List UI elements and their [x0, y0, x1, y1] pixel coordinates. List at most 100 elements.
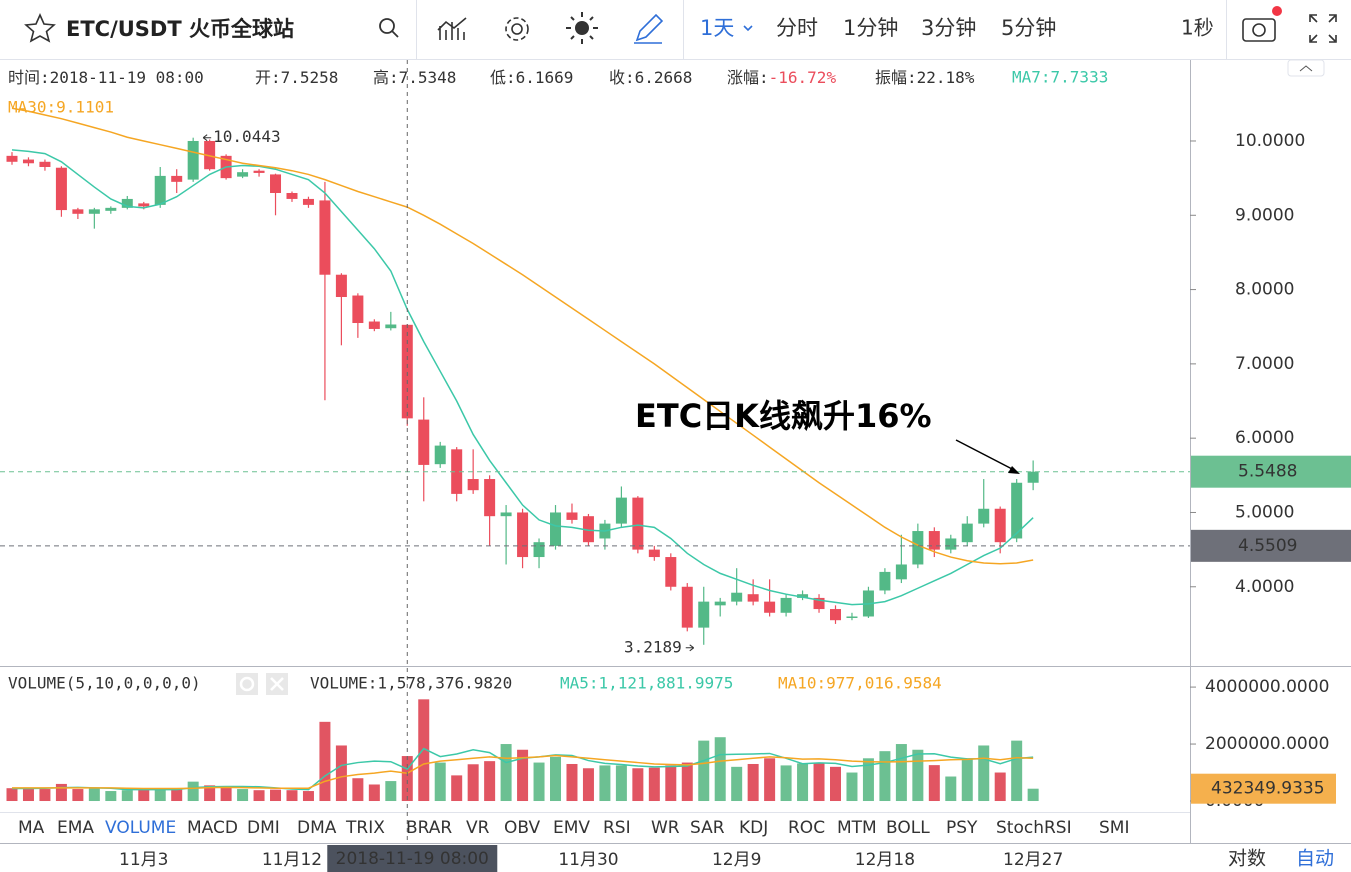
volume-bar [764, 758, 776, 802]
interval[interactable]: 5分钟 [1001, 16, 1056, 40]
candle-body [665, 557, 677, 587]
volume-bar [418, 699, 430, 802]
indicator-tab[interactable]: BOLL [886, 818, 930, 838]
interval[interactable]: 1分钟 [843, 16, 898, 40]
info-label: 高: [373, 68, 399, 87]
indicator-tab[interactable]: StochRSI [996, 818, 1072, 838]
indicators-icon[interactable] [437, 17, 467, 40]
indicator-tab[interactable]: TRIX [345, 818, 385, 838]
indicator-tab[interactable]: MTM [837, 818, 877, 838]
indicator-tab[interactable]: BRAR [406, 818, 452, 838]
candle-body [484, 479, 496, 517]
candle-body [895, 564, 907, 580]
indicator-tab[interactable]: OBV [504, 818, 541, 838]
indicator-tab[interactable]: SMI [1099, 818, 1129, 838]
candle-body [105, 207, 117, 211]
candle-body [632, 497, 644, 550]
indicator-tab[interactable]: MA [18, 818, 45, 838]
volume-bar [994, 772, 1006, 802]
collapse-button[interactable] [1287, 59, 1325, 77]
indicator-tab[interactable]: ROC [788, 818, 825, 838]
max-arrow [202, 134, 212, 142]
volume-bar [121, 790, 133, 802]
annotation-arrow [955, 439, 1015, 471]
volume-tag [1191, 773, 1336, 804]
info-label: 涨幅: [727, 68, 769, 87]
indicator-tab[interactable]: EMV [553, 818, 590, 838]
symbol[interactable]: ETC/USDT 火币全球站 [66, 17, 294, 41]
annotation-arrowhead [1008, 466, 1020, 474]
indicator-tab[interactable]: VOLUME [105, 818, 176, 838]
volume-bar [253, 790, 265, 802]
study-settings[interactable] [236, 673, 258, 695]
indicator-tab[interactable]: DMI [247, 818, 280, 838]
seconds[interactable]: 1秒 [1181, 16, 1214, 40]
volume-bar [237, 789, 249, 802]
min-label: 3.2189 [624, 637, 682, 656]
volume-bar [533, 762, 545, 802]
volume-bar [599, 765, 611, 802]
candle-body [302, 198, 314, 205]
candle-body [879, 571, 891, 591]
volume-bar [105, 791, 117, 802]
price-tag-label: 4.5509 [1238, 536, 1297, 556]
volume-bar [945, 776, 957, 802]
interval[interactable]: 1天 [700, 16, 734, 40]
indicator-tab[interactable]: PSY [946, 818, 978, 838]
candle-body [615, 497, 627, 524]
indicator-tab[interactable]: KDJ [739, 818, 768, 838]
y-tick-label: 5.0000 [1235, 502, 1294, 522]
indicator-tab[interactable]: WR [651, 818, 680, 838]
search-icon[interactable] [379, 18, 395, 34]
volume-bar [352, 778, 364, 802]
candle-body [830, 609, 841, 621]
auto-toggle[interactable]: 自动 [1296, 848, 1334, 870]
x-tick-label: 12月27 [1003, 850, 1063, 870]
candle-body [138, 203, 150, 207]
volume-bar [39, 789, 51, 802]
candle-body [368, 321, 380, 329]
info-label: 开: [255, 68, 281, 87]
indicator-tab[interactable]: SAR [690, 818, 725, 838]
snapshot-icon[interactable] [1242, 18, 1276, 42]
max-label: 10.0443 [213, 127, 280, 146]
log-toggle[interactable]: 对数 [1228, 848, 1266, 870]
candle-body [154, 175, 166, 205]
candle-body [171, 175, 183, 182]
interval[interactable]: 分时 [776, 16, 818, 40]
volume-bar [912, 749, 924, 802]
draw-icon[interactable] [634, 13, 664, 44]
theme-icon[interactable] [575, 21, 589, 35]
interval[interactable]: 3分钟 [921, 16, 976, 40]
volume-bar [319, 721, 331, 802]
volume-bar [550, 756, 562, 802]
volume-value: VOLUME:1,578,376.9820 [310, 674, 512, 693]
candle-body [335, 274, 347, 298]
favorite-icon[interactable] [24, 13, 56, 43]
min-arrow [685, 644, 695, 652]
x-tick-label: 11月30 [558, 850, 618, 870]
volume-bar [1011, 740, 1023, 802]
volume-bar [731, 766, 743, 802]
volume-bar [813, 763, 825, 802]
candle-body [6, 155, 18, 162]
candle-body [714, 601, 726, 606]
settings-icon[interactable] [511, 23, 523, 35]
volume-bar [187, 781, 199, 802]
indicator-tab[interactable]: MACD [187, 818, 238, 838]
indicator-tab[interactable]: EMA [57, 818, 94, 838]
volume-bar [451, 775, 463, 802]
indicator-tab[interactable]: DMA [297, 818, 337, 838]
candle-body [500, 512, 512, 517]
candle-body [928, 531, 940, 550]
crosshair-label: 2018-11-19 08:00 [336, 849, 489, 869]
volume-bar [632, 768, 644, 802]
volume-bar [55, 783, 67, 802]
candle-body [270, 174, 282, 193]
fullscreen-icon[interactable] [1309, 14, 1337, 43]
indicator-tab[interactable]: VR [466, 818, 490, 838]
indicator-tab[interactable]: RSI [603, 818, 631, 838]
volume-ma10: MA10:977,016.9584 [778, 674, 942, 693]
volume-bar [467, 764, 479, 802]
